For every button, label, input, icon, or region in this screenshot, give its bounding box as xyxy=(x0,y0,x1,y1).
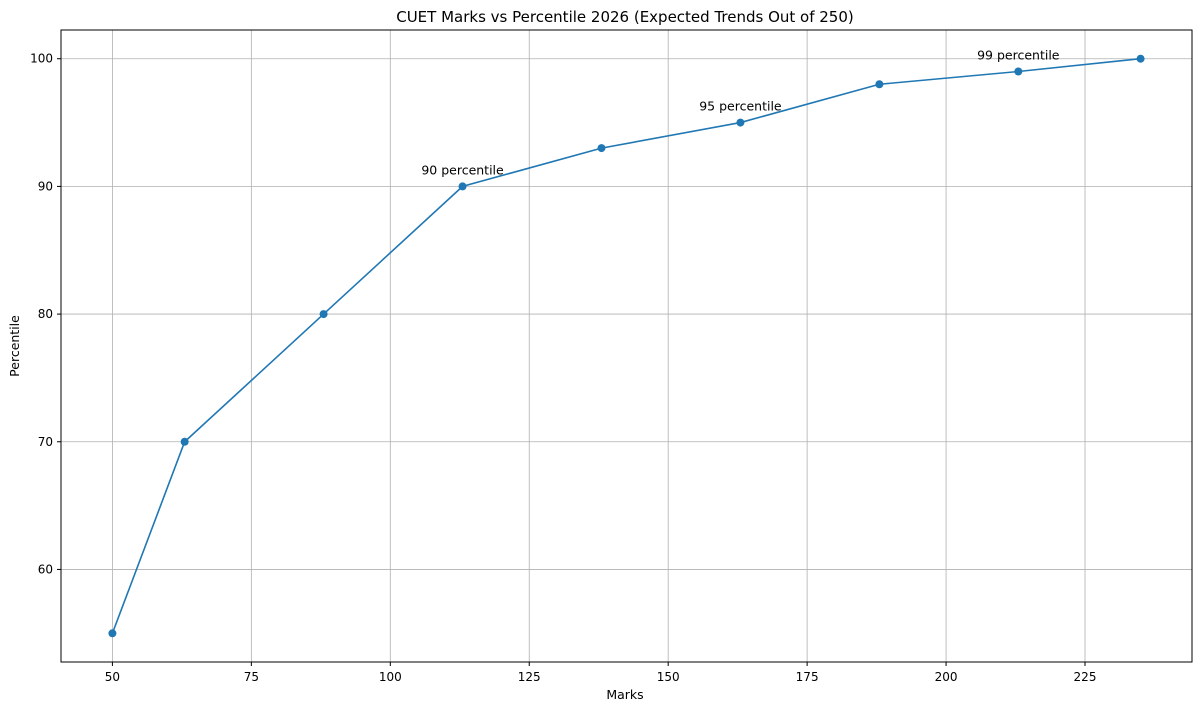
data-point xyxy=(597,144,606,153)
plot-frame xyxy=(60,29,1193,663)
annotations: 90 percentile 95 percentile 99 percentile xyxy=(421,47,1059,177)
series-line xyxy=(108,54,1145,638)
data-point xyxy=(458,182,467,191)
x-tick-label: 200 xyxy=(935,670,958,684)
x-tick-label: 75 xyxy=(244,670,259,684)
data-point xyxy=(108,629,117,638)
y-tick-label: 80 xyxy=(38,307,53,321)
x-tick-label: 150 xyxy=(657,670,680,684)
data-point xyxy=(1014,67,1023,76)
data-point xyxy=(736,118,745,127)
y-tick-label: 100 xyxy=(30,52,53,66)
annotation-label: 90 percentile xyxy=(421,162,504,177)
x-tick-label: 100 xyxy=(379,670,402,684)
annotation-label: 95 percentile xyxy=(699,99,782,114)
x-axis: 50 75 100 125 150 175 200 225 xyxy=(105,662,1097,684)
y-axis: 60 70 80 90 100 xyxy=(30,52,61,576)
x-tick-label: 50 xyxy=(105,670,120,684)
data-point xyxy=(875,80,884,89)
x-tick-label: 225 xyxy=(1074,670,1097,684)
x-tick-label: 175 xyxy=(796,670,819,684)
annotation-label: 99 percentile xyxy=(977,47,1060,62)
series-polyline xyxy=(111,57,1141,634)
data-point xyxy=(1136,54,1145,63)
y-tick-label: 60 xyxy=(38,562,53,576)
y-tick-label: 70 xyxy=(38,435,53,449)
data-point xyxy=(180,437,189,446)
y-tick-label: 90 xyxy=(38,179,53,193)
y-axis-label: Percentile xyxy=(7,315,22,377)
data-point xyxy=(319,310,328,319)
grid xyxy=(61,30,1192,662)
chart-title: CUET Marks vs Percentile 2026 (Expected … xyxy=(396,8,854,26)
x-tick-label: 125 xyxy=(518,670,541,684)
x-axis-label: Marks xyxy=(606,687,643,702)
